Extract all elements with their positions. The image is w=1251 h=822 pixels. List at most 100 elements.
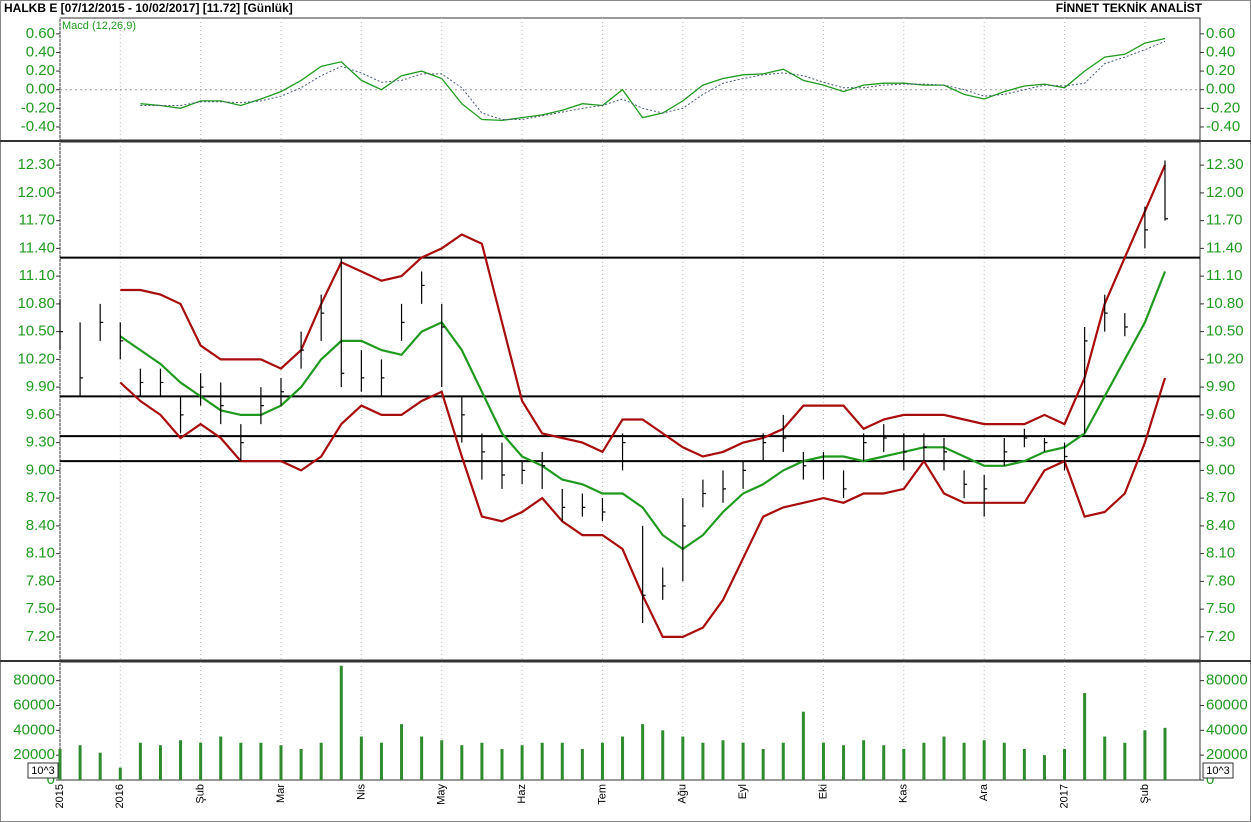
y-tick-label: 0.40 — [26, 43, 55, 60]
volume-bar — [1163, 727, 1167, 780]
volume-bar — [1103, 736, 1107, 780]
y-tick-label: -0.40 — [21, 118, 55, 135]
volume-bar — [540, 742, 544, 780]
y-tick-label-right: 0.20 — [1206, 62, 1235, 79]
x-tick-label: Tem — [596, 784, 608, 805]
volume-bar — [98, 752, 102, 780]
volume-bar — [621, 736, 625, 780]
volume-bar — [179, 740, 183, 780]
y-tick-label: 0.00 — [26, 81, 55, 98]
y-tick-label-right: 60000 — [1206, 696, 1248, 713]
volume-bar — [1123, 742, 1127, 780]
volume-bar — [78, 745, 82, 780]
y-tick-label: 0 — [47, 771, 55, 788]
x-tick-label: Eki — [817, 784, 829, 799]
y-tick-label-right: 7.80 — [1206, 572, 1235, 589]
x-tick-label: May — [436, 784, 448, 805]
volume-bar — [239, 742, 243, 780]
volume-bar — [761, 748, 765, 780]
y-tick-label: 8.40 — [26, 517, 55, 534]
x-tick-label: 2015 — [54, 784, 66, 808]
volume-bar — [821, 742, 825, 780]
y-tick-label-right: 8.10 — [1206, 545, 1235, 562]
y-tick-label-right: 11.10 — [1206, 267, 1242, 284]
x-tick-label: Şub — [1139, 784, 1151, 804]
y-tick-label-right: 80000 — [1206, 672, 1248, 689]
y-tick-label: 8.70 — [26, 489, 55, 506]
x-tick-label: Haz — [516, 784, 528, 804]
volume-bar — [580, 748, 584, 780]
volume-bar — [721, 740, 725, 780]
y-tick-label: 7.80 — [26, 572, 55, 589]
volume-bar — [118, 767, 122, 780]
y-tick-label-right: 0.00 — [1206, 81, 1235, 98]
volume-bar — [480, 742, 484, 780]
volume-bar — [902, 748, 906, 780]
y-tick-label-right: 7.50 — [1206, 600, 1235, 617]
volume-bar — [199, 742, 203, 780]
volume-bar — [600, 742, 604, 780]
volume-bar — [339, 665, 343, 780]
y-tick-label: 11.70 — [19, 212, 55, 229]
y-tick-label: 12.00 — [17, 184, 55, 201]
y-tick-label-right: 12.00 — [1206, 184, 1244, 201]
volume-bar — [259, 742, 263, 780]
y-tick-label-right: 10.50 — [1206, 323, 1244, 340]
y-tick-label-right: 10.20 — [1206, 350, 1244, 367]
volume-bar — [219, 736, 223, 780]
y-tick-label: 10.20 — [17, 350, 55, 367]
indicator-label: Macd (12,26,9) — [62, 20, 136, 32]
volume-bar — [1083, 693, 1087, 780]
y-tick-label: 11.10 — [19, 267, 55, 284]
volume-bar — [58, 748, 62, 780]
volume-bar — [500, 748, 504, 780]
y-tick-label-right: 0.60 — [1206, 25, 1235, 42]
y-tick-label: 11.40 — [19, 239, 55, 256]
y-tick-label-right: -0.20 — [1206, 99, 1240, 116]
y-tick-label-right: 9.00 — [1206, 461, 1235, 478]
x-tick-label: 2017 — [1058, 784, 1070, 808]
y-tick-label-right: 0 — [1206, 771, 1214, 788]
y-tick-label: 10.80 — [17, 295, 55, 312]
y-tick-label: 40000 — [13, 721, 55, 738]
y-tick-label: 80000 — [13, 672, 55, 689]
x-tick-label: Mar — [275, 784, 287, 803]
volume-bar — [882, 745, 886, 780]
bollinger-line — [120, 164, 1167, 458]
volume-bar — [641, 724, 645, 780]
volume-bar — [741, 742, 745, 780]
volume-bar — [460, 745, 464, 780]
y-tick-label-right: 40000 — [1206, 721, 1248, 738]
y-tick-label: 0.20 — [26, 62, 55, 79]
volume-bar — [942, 736, 946, 780]
macd-line — [140, 40, 1166, 120]
y-tick-label-right: 7.20 — [1206, 628, 1235, 645]
volume-bar — [701, 742, 705, 780]
volume-bar — [1002, 742, 1006, 780]
x-tick-label: Kas — [898, 784, 910, 803]
volume-bar — [359, 736, 363, 780]
volume-bar — [681, 736, 685, 780]
y-tick-label: -0.20 — [21, 99, 55, 116]
y-tick-label: 0.60 — [26, 25, 55, 42]
volume-bar — [400, 724, 404, 780]
unit-label-box — [27, 762, 59, 779]
y-tick-label-right: 11.40 — [1206, 239, 1242, 256]
y-tick-label-right: 9.60 — [1206, 406, 1235, 423]
y-tick-label-right: 8.70 — [1206, 489, 1235, 506]
y-tick-label-right: 10.80 — [1206, 295, 1244, 312]
volume-bar — [520, 745, 524, 780]
y-tick-label: 12.30 — [17, 156, 55, 173]
volume-bar — [138, 742, 142, 780]
x-tick-label: Ara — [978, 783, 990, 801]
unit-label-right: 10^3 — [1206, 765, 1230, 777]
y-tick-label: 60000 — [13, 696, 55, 713]
volume-bar — [319, 742, 323, 780]
x-tick-label: Ağu — [677, 784, 689, 804]
header-right: FİNNET TEKNİK ANALİST — [1056, 0, 1203, 15]
y-tick-label-right: 9.30 — [1206, 434, 1235, 451]
volume-bar — [279, 745, 283, 780]
volume-bar — [862, 740, 866, 780]
